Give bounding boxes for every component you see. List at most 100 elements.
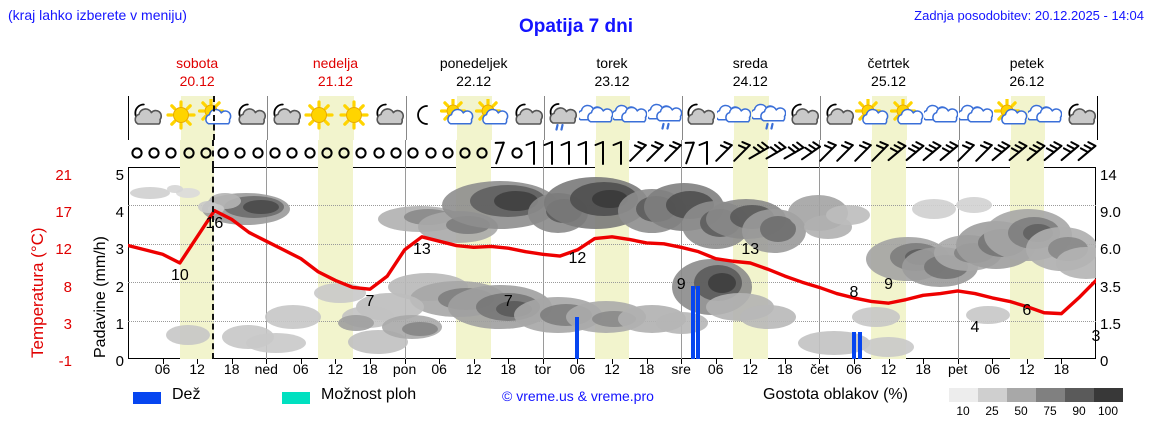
wind-barb-icon	[884, 140, 910, 166]
day-name: petek	[1009, 55, 1044, 71]
wind-barb-icon	[953, 140, 979, 166]
weather-icon-moon-cloud	[1063, 99, 1097, 133]
cloud-density-tick: 10	[956, 404, 970, 418]
time-tick-label: 18	[362, 361, 378, 377]
time-tick-label: 06	[154, 361, 171, 377]
time-tick-label: 18	[223, 361, 240, 377]
time-tick-label: 18	[777, 361, 793, 377]
wind-barb-icon	[971, 140, 997, 166]
current-time-marker	[211, 140, 214, 167]
day-separator	[682, 96, 684, 140]
weather-icon-cloud	[922, 99, 959, 133]
time-tick-mark	[162, 359, 164, 364]
day-header-sreda: sreda 24.12	[681, 55, 819, 95]
temperature-tick: 21	[55, 167, 72, 184]
cloud-density-swatch	[949, 388, 978, 402]
time-tick-label: 06	[431, 361, 447, 377]
wind-barb-icon	[902, 140, 928, 166]
time-tick-label: 06	[984, 361, 1001, 377]
wind-barb-icon	[746, 140, 772, 166]
temperature-point-label: 16	[205, 214, 224, 232]
cloud-height-tick: 6.0	[1100, 241, 1121, 259]
wind-barb-icon	[625, 140, 651, 166]
wind-barb-icon	[556, 140, 582, 166]
time-tick-mark	[300, 359, 302, 364]
wind-barb-calm-icon	[245, 140, 271, 166]
wind-barb-icon	[1057, 140, 1083, 166]
time-tick-label: 18	[915, 361, 931, 377]
weather-icon-moon	[406, 99, 440, 133]
precipitation-tick: 0	[115, 353, 124, 370]
weather-icon-moon-cloud-rain	[544, 99, 578, 133]
temperature-curve	[128, 208, 1096, 316]
day-header-petek: petek 26.12	[958, 55, 1096, 95]
time-tick-label: 18	[500, 361, 517, 377]
weather-icon-cloud	[715, 99, 752, 133]
wind-barb-icon	[729, 140, 755, 166]
weather-icon-sun-cloud	[993, 97, 1028, 133]
time-tick-mark	[646, 359, 648, 364]
rain-bar	[852, 332, 856, 359]
time-tick-mark	[715, 359, 717, 364]
current-time-marker	[212, 96, 215, 140]
wind-barb-icon	[642, 140, 668, 166]
wind-barb-icon	[867, 140, 893, 166]
time-tick-label: 12	[742, 361, 759, 377]
wind-barb-icon	[539, 140, 565, 166]
temperature-point-label: 12	[568, 249, 587, 267]
temperature-point-label: 13	[412, 240, 431, 258]
last-updated: Zadnja posodobitev: 20.12.2025 - 14:04	[914, 8, 1144, 23]
day-gridline	[404, 167, 406, 359]
day-name: ponedeljek	[439, 55, 508, 71]
wind-barb-icon	[1074, 140, 1100, 166]
temperature-axis-ticks: 21 17 12 8 3 -1	[28, 160, 72, 370]
time-tick-mark	[819, 359, 821, 364]
wind-barb-icon	[1040, 140, 1066, 166]
day-header-nedelja: nedelja 21.12	[266, 55, 404, 95]
forecast-plot[interactable]: 10167137129138946374	[128, 167, 1100, 359]
day-date: 26.12	[1009, 73, 1045, 89]
day-separator	[542, 140, 544, 167]
temperature-point-label: 6	[1022, 301, 1032, 319]
cloud-density-swatch	[1065, 388, 1094, 402]
rain-legend-label: Dež	[172, 386, 201, 403]
copyright-link[interactable]: © vreme.us & vreme.pro	[502, 388, 654, 404]
wind-barb-calm-icon	[124, 140, 150, 166]
wind-barb-icon	[936, 140, 962, 166]
cloud-density-swatch	[1036, 388, 1065, 402]
time-tick-mark	[681, 359, 683, 364]
weather-icon-sun-cloud	[889, 97, 924, 133]
cloud-height-tick: 3.5	[1100, 278, 1121, 296]
wind-barb-icon	[850, 140, 876, 166]
cloud-height-tick: 14	[1100, 167, 1117, 184]
day-header-ponedeljek: ponedeljek 22.12	[405, 55, 543, 95]
wind-barb-icon	[660, 140, 686, 166]
rain-bar	[575, 316, 580, 359]
day-name: sreda	[732, 55, 768, 71]
daylight-band	[594, 140, 630, 167]
horizontal-gridline	[128, 282, 1096, 284]
wind-barb-calm-icon	[176, 140, 202, 166]
time-tick-label: 12	[189, 361, 205, 377]
time-tick-label: 12	[1019, 361, 1035, 377]
daylight-band	[456, 140, 491, 167]
day-header-torek: torek 23.12	[543, 55, 681, 95]
wind-barb-calm-icon	[227, 140, 253, 166]
current-time-marker	[211, 167, 214, 359]
wind-barb-calm-icon	[314, 140, 340, 166]
rain-bar	[696, 286, 701, 359]
precipitation-tick: 4	[115, 204, 124, 222]
weather-icon-moon-cloud	[371, 99, 405, 133]
weather-icon-sun-cloud	[855, 97, 889, 133]
location-hint: (kraj lahko izberete v meniju)	[8, 7, 187, 23]
weather-icon-moon-cloud	[786, 99, 820, 133]
weather-icon-sun	[337, 99, 371, 133]
chart-legend: Dež Možnost ploh © vreme.us & vreme.pro …	[0, 386, 1152, 426]
day-gridline	[681, 167, 683, 359]
temperature-point-label: 10	[170, 267, 189, 284]
day-separator	[820, 96, 822, 140]
weather-icon-cloud	[576, 99, 614, 133]
weather-icon-cloud	[611, 99, 648, 133]
day-gridline	[819, 167, 821, 359]
daylight-band	[179, 140, 215, 167]
